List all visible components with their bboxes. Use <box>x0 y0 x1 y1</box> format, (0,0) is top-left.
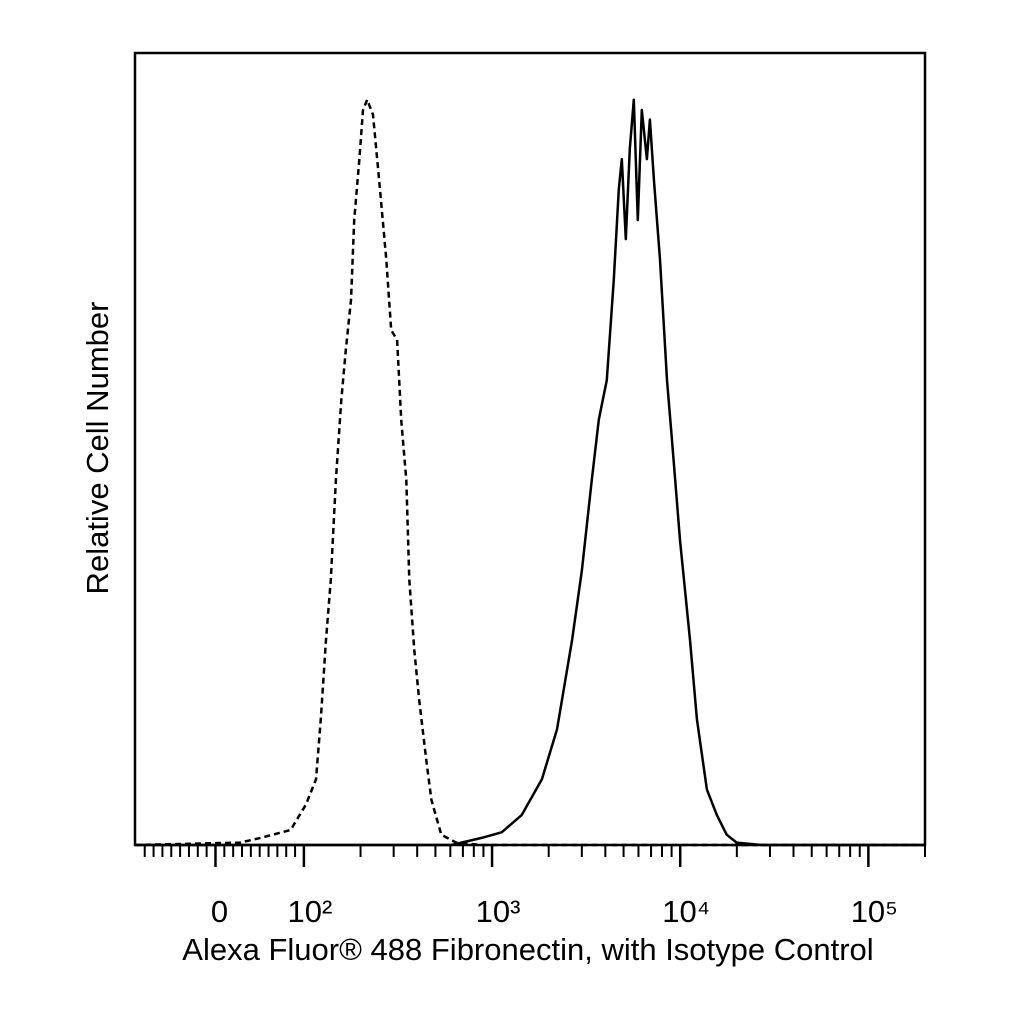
x-tick-label: 10⁵ <box>851 894 898 929</box>
x-axis-label: Alexa Fluor® 488 Fibronectin, with Isoty… <box>182 932 873 967</box>
x-tick-label: 10² <box>287 894 332 929</box>
y-axis-label: Relative Cell Number <box>80 302 115 595</box>
plot-frame <box>133 51 927 847</box>
histogram-line <box>134 98 925 847</box>
x-tick-label: 0 <box>211 894 228 929</box>
histogram-line <box>135 98 925 847</box>
x-tick-label: 10⁴ <box>662 894 710 929</box>
x-tick-label: 10³ <box>476 894 521 929</box>
